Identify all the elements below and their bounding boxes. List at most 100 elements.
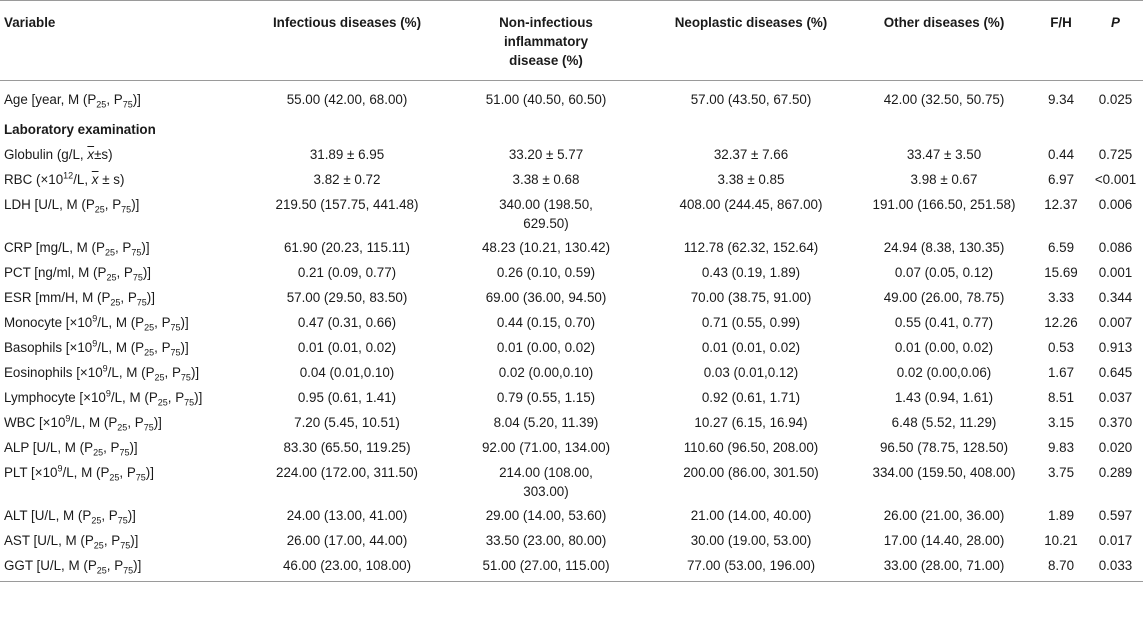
cell: 0.44 <box>1047 146 1075 162</box>
cell: 0.01 (0.00, 0.02) <box>894 339 994 355</box>
cell: 69.00 (36.00, 94.50) <box>485 289 607 305</box>
cell: 0.017 <box>1098 532 1133 548</box>
cell: 0.03 (0.01,0.12) <box>703 364 799 380</box>
table-row: PCT [ng/ml, M (P25, P75)] 0.21 (0.09, 0.… <box>0 260 1143 285</box>
cell: 6.97 <box>1047 171 1075 187</box>
cell: 33.20 ± 5.77 <box>508 146 584 162</box>
header-variable: Variable <box>4 15 56 30</box>
cell: 96.50 (78.75, 128.50) <box>879 439 1009 455</box>
cell: 33.00 (28.00, 71.00) <box>883 557 1005 573</box>
cell: 191.00 (166.50, 251.58) <box>872 196 1016 212</box>
table-row: Lymphocyte [×109/L, M (P25, P75)] 0.95 (… <box>0 385 1143 410</box>
row-label: RBC (×1012/L, x ± s) <box>4 170 125 187</box>
cell: 3.38 ± 0.85 <box>717 171 785 187</box>
header-p: P <box>1111 15 1120 30</box>
cell: 0.725 <box>1098 146 1133 162</box>
cell: 6.48 (5.52, 11.29) <box>891 414 997 430</box>
table-row: PLT [×109/L, M (P25, P75)] 224.00 (172.0… <box>0 460 1143 503</box>
table-row: RBC (×1012/L, x ± s) 3.82 ± 0.72 3.38 ± … <box>0 167 1143 192</box>
cell: 8.51 <box>1047 389 1075 405</box>
cell: 0.020 <box>1098 439 1133 455</box>
table-row: LDH [U/L, M (P25, P75)] 219.50 (157.75, … <box>0 192 1143 235</box>
cell: 7.20 (5.45, 10.51) <box>294 414 400 430</box>
table-row: ALP [U/L, M (P25, P75)] 83.30 (65.50, 11… <box>0 435 1143 460</box>
cell: 8.04 (5.20, 11.39) <box>493 414 599 430</box>
cell: 0.025 <box>1098 92 1133 107</box>
cell: 77.00 (53.00, 196.00) <box>686 557 816 573</box>
cell: 0.26 (0.10, 0.59) <box>496 264 596 280</box>
cell: 32.37 ± 7.66 <box>713 146 789 162</box>
cell: 0.344 <box>1098 289 1133 305</box>
cell: 55.00 (42.00, 68.00) <box>286 92 408 107</box>
cell: 33.50 (23.00, 80.00) <box>485 532 607 548</box>
cell: 3.75 <box>1047 464 1075 480</box>
table-row: Basophils [×109/L, M (P25, P75)] 0.01 (0… <box>0 335 1143 360</box>
cell: 1.67 <box>1047 364 1075 380</box>
cell: 0.01 (0.01, 0.02) <box>701 339 801 355</box>
cell: 0.913 <box>1098 339 1133 355</box>
cell: 0.95 (0.61, 1.41) <box>297 389 397 405</box>
row-label: Age [year, M (P25, P75)] <box>4 92 141 110</box>
cell: 51.00 (27.00, 115.00) <box>482 557 610 573</box>
cell: 0.44 (0.15, 0.70) <box>496 314 596 330</box>
cell: 0.47 (0.31, 0.66) <box>297 314 397 330</box>
cell: 224.00 (172.00, 311.50) <box>276 464 418 480</box>
cell: 0.033 <box>1098 557 1133 573</box>
row-label: GGT [U/L, M (P25, P75)] <box>4 557 142 576</box>
cell: 110.60 (96.50, 208.00) <box>683 439 819 455</box>
cell: 3.38 ± 0.68 <box>512 171 580 187</box>
table-row: Globulin (g/L, x±s) 31.89 ± 6.95 33.20 ±… <box>0 142 1143 167</box>
results-table: Variable Infectious diseases (%) Non-inf… <box>0 0 1143 582</box>
row-label: PCT [ng/ml, M (P25, P75)] <box>4 264 152 283</box>
row-label: LDH [U/L, M (P25, P75)] <box>4 196 140 215</box>
cell: 0.07 (0.05, 0.12) <box>894 264 994 280</box>
cell: 408.00 (244.45, 867.00) <box>679 196 823 212</box>
cell: 57.00 (29.50, 83.50) <box>286 289 408 305</box>
cell: 0.645 <box>1098 364 1133 380</box>
table-header: Variable Infectious diseases (%) Non-inf… <box>0 0 1143 81</box>
cell: 31.89 ± 6.95 <box>309 146 385 162</box>
cell: 112.78 (62.32, 152.64) <box>683 239 819 255</box>
table-row: Age [year, M (P25, P75)] 55.00 (42.00, 6… <box>0 81 1143 117</box>
header-fh: F/H <box>1050 15 1072 30</box>
cell: 214.00 (108.00, 303.00) <box>499 464 593 499</box>
cell: 334.00 (159.50, 408.00) <box>872 464 1016 480</box>
cell: 0.02 (0.00,0.06) <box>896 364 992 380</box>
cell: 340.00 (198.50, 629.50) <box>499 196 593 231</box>
cell: 0.04 (0.01,0.10) <box>299 364 395 380</box>
section-row: Laboratory examination <box>0 117 1143 142</box>
cell: 0.21 (0.09, 0.77) <box>297 264 397 280</box>
table-row: GGT [U/L, M (P25, P75)] 46.00 (23.00, 10… <box>0 553 1143 582</box>
cell: 17.00 (14.40, 28.00) <box>883 532 1005 548</box>
cell: 12.37 <box>1044 196 1078 212</box>
cell: 6.59 <box>1047 239 1075 255</box>
row-label: Eosinophils [×109/L, M (P25, P75)] <box>4 363 200 383</box>
cell: 0.01 (0.01, 0.02) <box>297 339 397 355</box>
cell: 1.89 <box>1047 507 1075 523</box>
row-label: Basophils [×109/L, M (P25, P75)] <box>4 338 189 358</box>
cell: 3.15 <box>1047 414 1075 430</box>
cell: 42.00 (32.50, 50.75) <box>883 92 1005 107</box>
table-row: CRP [mg/L, M (P25, P75)] 61.90 (20.23, 1… <box>0 235 1143 260</box>
header-other: Other diseases (%) <box>883 15 1005 30</box>
row-label: WBC [×109/L, M (P25, P75)] <box>4 413 162 433</box>
row-label: Monocyte [×109/L, M (P25, P75)] <box>4 313 189 333</box>
cell: 1.43 (0.94, 1.61) <box>894 389 994 405</box>
cell: 3.98 ± 0.67 <box>910 171 978 187</box>
cell: 83.30 (65.50, 119.25) <box>283 439 411 455</box>
row-label: PLT [×109/L, M (P25, P75)] <box>4 463 154 483</box>
cell: 26.00 (17.00, 44.00) <box>286 532 408 548</box>
cell: 8.70 <box>1047 557 1075 573</box>
cell: 0.55 (0.41, 0.77) <box>894 314 994 330</box>
cell: 0.01 (0.00, 0.02) <box>496 339 596 355</box>
cell: 0.597 <box>1098 507 1133 523</box>
cell: 0.43 (0.19, 1.89) <box>701 264 801 280</box>
cell: 57.00 (43.50, 67.50) <box>690 92 812 107</box>
cell: 24.00 (13.00, 41.00) <box>286 507 408 523</box>
cell: 33.47 ± 3.50 <box>906 146 982 162</box>
cell: 46.00 (23.00, 108.00) <box>282 557 412 573</box>
cell: 3.82 ± 0.72 <box>313 171 381 187</box>
cell: 21.00 (14.00, 40.00) <box>690 507 812 523</box>
cell: <0.001 <box>1094 171 1137 187</box>
cell: 0.289 <box>1098 464 1133 480</box>
